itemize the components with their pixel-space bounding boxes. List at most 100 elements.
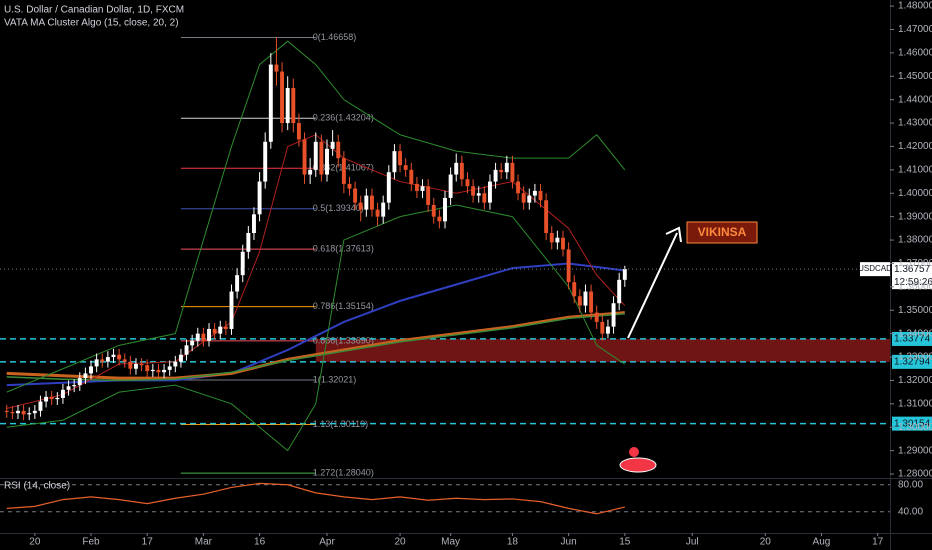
level-badge: [892, 331, 932, 346]
candle-body: [319, 141, 324, 175]
candle-body: [27, 413, 32, 415]
x-tick-label: 16: [254, 537, 266, 548]
fib-label: 0.618(1.37613): [313, 243, 374, 253]
candle-body: [240, 251, 245, 276]
candle-body: [516, 181, 521, 194]
candle-body: [117, 354, 122, 360]
candle-body: [420, 186, 425, 191]
candle-body: [358, 202, 363, 210]
candle-body: [60, 389, 65, 398]
annotation: VIKINSA: [698, 225, 747, 239]
candle-body: [617, 279, 622, 304]
y-tick-label: 1.43000: [898, 118, 932, 129]
indicator-line: [6, 204, 626, 452]
fib-label: 0.786(1.35154): [313, 301, 374, 311]
y-tick-label: 1.29000: [898, 445, 932, 456]
candle-body: [555, 237, 560, 243]
countdown-label: 12:59:26: [894, 277, 932, 288]
candle-body: [105, 357, 110, 362]
candle-body: [145, 365, 150, 372]
candle-body: [589, 291, 594, 313]
y-tick-label: 1.46000: [898, 48, 932, 59]
symbol-badge: [860, 262, 890, 277]
candle-body: [437, 216, 442, 222]
candle-body: [21, 410, 26, 415]
y-tick-label: 1.40000: [898, 188, 932, 199]
candle-body: [111, 354, 116, 358]
candle-body: [544, 200, 549, 234]
candle-body: [83, 373, 88, 379]
fib-label: 0.886(1.33690): [313, 335, 374, 345]
candle-body: [549, 233, 554, 243]
candle-body: [184, 345, 189, 355]
indicator-line: [6, 40, 626, 393]
candle-body: [313, 141, 318, 170]
candle-body: [381, 202, 386, 217]
candle-body: [10, 412, 15, 414]
x-tick-label: 20: [394, 537, 406, 548]
candle-body: [336, 141, 341, 159]
rsi-title: RSI (14, close): [4, 481, 70, 492]
candle-body: [392, 151, 397, 173]
x-tick-label: Feb: [82, 537, 100, 548]
x-tick-label: May: [441, 537, 460, 548]
candle-body: [605, 326, 610, 334]
candle-body: [364, 195, 369, 210]
candle-body: [257, 181, 262, 215]
candle-body: [493, 169, 498, 182]
event-badge: [619, 457, 657, 473]
candle-body: [414, 183, 419, 191]
candle-body: [341, 158, 346, 184]
level-label: 1.30154: [894, 418, 931, 429]
candle-body: [538, 190, 543, 201]
candle-body: [4, 410, 9, 413]
y-tick-label: 1.47000: [898, 24, 932, 35]
candle-body: [308, 169, 313, 175]
candle-body: [134, 364, 138, 369]
x-tick-label: 17: [142, 537, 154, 548]
fib-label: 0(1.46658): [313, 32, 357, 42]
candle-body: [353, 188, 358, 203]
candle-body: [190, 340, 195, 346]
candle-body: [195, 333, 200, 341]
level-label: 1.33774: [894, 334, 931, 345]
rsi-line: [6, 482, 625, 515]
candle-body: [44, 396, 49, 402]
arrow-head: [665, 226, 682, 243]
candle-body: [302, 139, 307, 175]
y-tick-label: 1.42000: [898, 141, 932, 152]
candle-body: [369, 195, 374, 210]
y-tick-label: 1.31000: [898, 398, 932, 409]
y-tick-label: 1.37000: [898, 258, 932, 269]
candle-body: [443, 197, 447, 222]
candle-body: [325, 148, 329, 175]
symbol-label: USDCAD: [858, 264, 892, 273]
x-tick-label: 17: [872, 537, 884, 548]
candle-body: [207, 328, 211, 341]
indicator-line: [6, 313, 625, 382]
level-label: 1.32794: [894, 356, 931, 367]
candle-body: [561, 237, 565, 250]
y-tick-label: 1.48000: [898, 1, 932, 12]
candle-body: [235, 275, 240, 292]
x-tick-label: 20: [29, 537, 41, 548]
candle-body: [426, 186, 431, 205]
candle-body: [156, 369, 161, 373]
candle-body: [268, 64, 273, 142]
candle-body: [246, 233, 251, 252]
y-tick-label: 1.30000: [898, 422, 932, 433]
candle-body: [594, 312, 599, 322]
y-tick-label: 1.35000: [898, 305, 932, 316]
candle-body: [162, 369, 167, 373]
level-badge: [892, 416, 932, 431]
candle-body: [454, 162, 459, 175]
y-tick-label: 1.39000: [898, 211, 932, 222]
candle-body: [375, 209, 380, 217]
y-tick-label: 1.32000: [898, 375, 932, 386]
x-tick-label: 15: [619, 537, 631, 548]
candle-body: [459, 162, 464, 180]
candle-body: [167, 366, 172, 370]
indicator-title: VATA MA Cluster Algo (15, close, 20, 2): [4, 18, 179, 29]
